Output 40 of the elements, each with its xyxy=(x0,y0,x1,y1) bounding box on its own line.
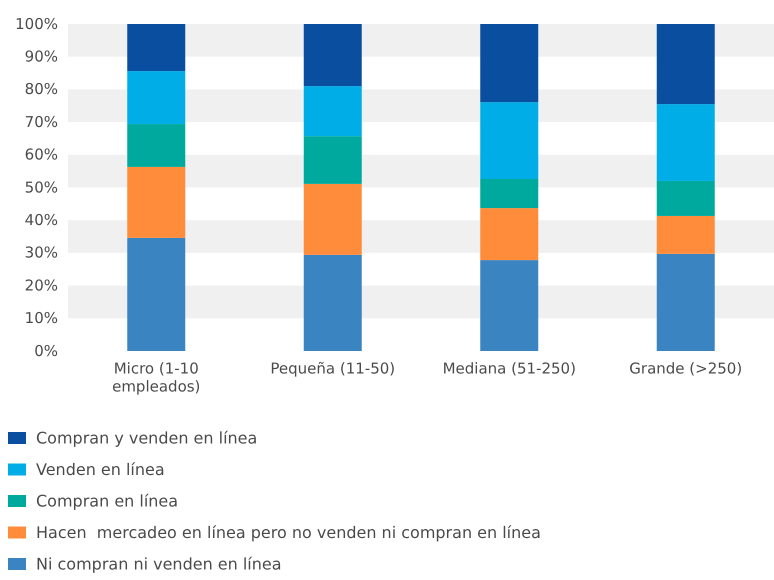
y-tick-label: 10% xyxy=(24,309,58,328)
bar xyxy=(480,260,538,351)
y-tick-label: 80% xyxy=(24,80,58,98)
legend-label: Compran en línea xyxy=(36,492,178,511)
bar xyxy=(304,254,362,351)
y-tick-label: 100% xyxy=(15,14,58,33)
bar xyxy=(656,254,715,351)
bar xyxy=(656,180,715,216)
bar xyxy=(656,216,715,254)
x-tick-label: Pequeña (11-50) xyxy=(270,360,396,378)
bar xyxy=(656,24,715,104)
bar xyxy=(304,136,362,184)
y-tick-label: 50% xyxy=(24,178,58,196)
bar xyxy=(127,124,186,167)
y-tick-label: 70% xyxy=(24,112,58,131)
y-tick-label: 60% xyxy=(24,146,58,164)
bar xyxy=(304,24,362,86)
bar xyxy=(127,71,186,124)
x-tick-label: Grande (>250) xyxy=(629,360,742,378)
y-tick-label: 0% xyxy=(34,342,58,360)
bar xyxy=(480,179,538,208)
bar xyxy=(656,104,715,181)
y-tick-label: 20% xyxy=(24,276,58,294)
y-tick-label: 40% xyxy=(24,211,58,229)
bar xyxy=(127,238,186,351)
bar xyxy=(304,184,362,255)
y-tick-label: 90% xyxy=(24,48,58,66)
x-tick-label: Mediana (51-250) xyxy=(442,360,576,378)
y-tick-label: 30% xyxy=(24,244,58,262)
bar xyxy=(127,24,186,72)
x-tick-label: Micro (1-10 empleados) xyxy=(112,360,200,396)
bar xyxy=(304,86,362,136)
bar xyxy=(480,208,538,260)
bar xyxy=(480,102,538,179)
legend-label: Ni compran ni venden en línea xyxy=(36,554,282,574)
bar xyxy=(127,166,186,238)
legend-label: Venden en línea xyxy=(36,460,165,480)
legend-label: Compran y venden en línea xyxy=(36,428,258,448)
bar xyxy=(480,24,538,102)
legend-label: Hacen mercadeo en línea pero no venden ni compran en línea xyxy=(36,523,541,542)
